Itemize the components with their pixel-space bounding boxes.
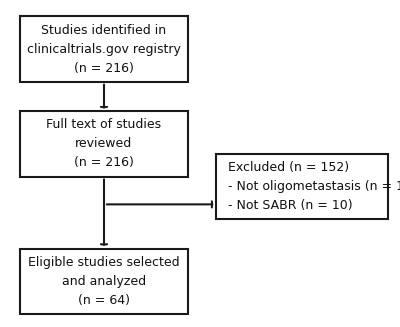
FancyBboxPatch shape	[216, 154, 388, 219]
FancyBboxPatch shape	[20, 249, 188, 314]
Text: Studies identified in
clinicaltrials.gov registry
(n = 216): Studies identified in clinicaltrials.gov…	[27, 24, 181, 75]
Text: Full text of studies
reviewed
(n = 216): Full text of studies reviewed (n = 216)	[46, 118, 162, 169]
FancyBboxPatch shape	[20, 111, 188, 177]
Text: Eligible studies selected
and analyzed
(n = 64): Eligible studies selected and analyzed (…	[28, 256, 180, 307]
Text: Excluded (n = 152)
- Not oligometastasis (n = 142)
- Not SABR (n = 10): Excluded (n = 152) - Not oligometastasis…	[228, 161, 400, 212]
FancyBboxPatch shape	[20, 16, 188, 82]
